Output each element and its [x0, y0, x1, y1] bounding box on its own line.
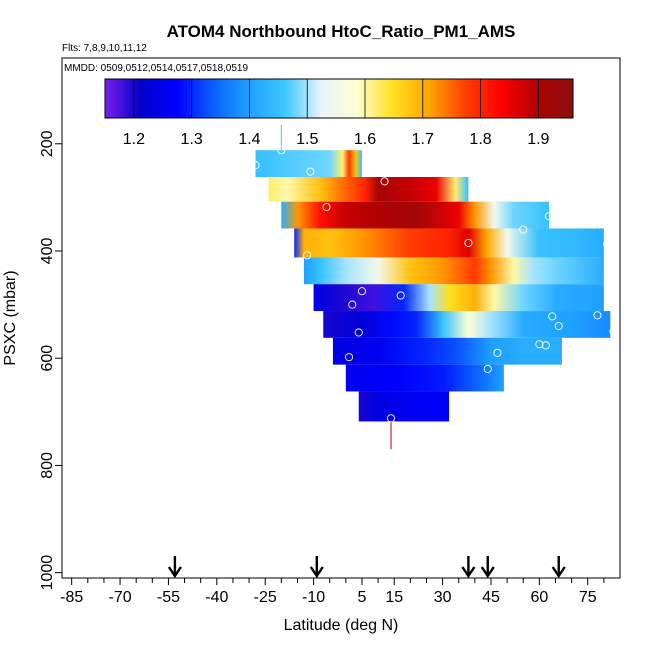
arrow-head — [461, 566, 476, 579]
sample-marker — [322, 202, 331, 212]
heat-band — [294, 228, 604, 258]
colorbar-tick-label: 1.4 — [238, 131, 260, 148]
colorbar-tick-label: 1.9 — [527, 131, 549, 148]
arrow-head — [480, 566, 495, 579]
x-tick-label: -85 — [60, 589, 83, 606]
x-tick-label: 45 — [482, 589, 500, 606]
heat-band — [303, 257, 604, 285]
dates-label: MMDD: 0509,0512,0514,0517,0518,0519 — [64, 63, 248, 74]
colorbar: 1.2 1.3 1.4 1.5 1.6 1.7 1.8 1.9 — [104, 78, 574, 148]
x-axis-label: Latitude (deg N) — [284, 617, 399, 634]
sample-marker — [593, 311, 602, 320]
x-tick-label: -55 — [157, 589, 180, 606]
y-tick-label: 1000 — [39, 555, 56, 591]
x-tick-label: 5 — [358, 589, 367, 606]
x-tick-label: 15 — [385, 589, 403, 606]
y-axis-label: PSXC (mbar) — [2, 270, 19, 365]
colorbar-tick-label: 1.7 — [412, 131, 434, 148]
x-tick-label: -10 — [302, 589, 325, 606]
plot-frame — [61, 57, 621, 579]
sample-marker — [464, 238, 473, 247]
x-tick-label: 60 — [530, 589, 548, 606]
sample-marker — [483, 364, 492, 373]
colorbar-strip — [104, 78, 574, 119]
heat-band — [345, 364, 504, 392]
colorbar-tick-label: 1.5 — [296, 131, 318, 148]
x-tick-label: 75 — [579, 589, 597, 606]
arrow-head — [309, 566, 324, 579]
sample-marker — [541, 341, 550, 350]
arrow-head — [551, 566, 566, 579]
sample-marker — [554, 321, 563, 331]
arrow-head — [167, 566, 182, 579]
colorbar-tick-label: 1.3 — [181, 131, 203, 148]
sample-marker — [548, 312, 557, 321]
colorbar-tick-label: 1.2 — [123, 131, 145, 148]
sample-marker — [535, 340, 544, 349]
heat-band — [255, 150, 362, 178]
sample-marker — [348, 300, 357, 309]
sample-marker — [493, 348, 502, 357]
y-tick-label: 800 — [39, 452, 56, 479]
sample-marker — [303, 251, 312, 260]
sample-marker — [603, 240, 612, 249]
markers — [167, 125, 618, 579]
sample-marker — [380, 177, 389, 186]
x-tick-label: -40 — [205, 589, 228, 606]
x-tick-label: -25 — [254, 589, 277, 606]
sample-marker — [345, 353, 354, 362]
y-tick-label: 200 — [39, 130, 56, 157]
x-tick-label: -70 — [108, 589, 131, 606]
sample-marker — [519, 225, 528, 234]
sample-marker — [354, 328, 363, 337]
sample-marker — [609, 327, 618, 336]
sample-marker — [277, 146, 286, 155]
chart-title: ATOM4 Northbound HtoC_Ratio_PM1_AMS — [167, 22, 516, 41]
sample-marker — [386, 414, 396, 423]
flights-label: Flts: 7,8,9,10,11,12 — [62, 43, 147, 54]
colorbar-tick-label: 1.8 — [469, 131, 491, 148]
heat-band — [281, 201, 550, 229]
heat-band — [358, 391, 450, 422]
colorbar-tick-label: 1.6 — [354, 131, 376, 148]
sample-marker — [357, 287, 367, 296]
axes: -85 -70 -55 -40 -25 -10 5 15 30 45 60 75 200 400 600 80… — [39, 130, 605, 606]
y-tick-label: 400 — [39, 238, 56, 265]
heat-band — [332, 337, 562, 365]
sample-marker — [306, 167, 315, 176]
y-tick-label: 600 — [39, 345, 56, 372]
sample-marker — [251, 161, 260, 170]
x-tick-label: 30 — [434, 589, 452, 606]
heat-band — [323, 311, 611, 338]
sample-marker — [544, 212, 554, 221]
sample-marker — [396, 291, 405, 300]
data-bands — [255, 150, 611, 422]
heat-band — [268, 177, 469, 202]
heat-band — [313, 284, 604, 312]
